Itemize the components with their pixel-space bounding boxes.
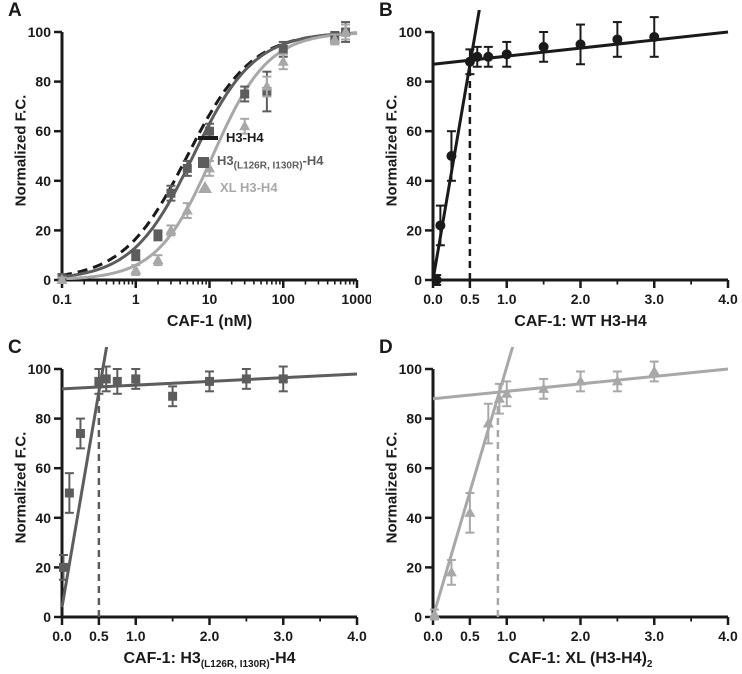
- svg-text:100: 100: [28, 361, 52, 377]
- svg-text:40: 40: [35, 173, 51, 189]
- svg-text:1.0: 1.0: [126, 628, 146, 644]
- panel-label-b: B: [379, 0, 393, 21]
- legend-item-1: H3(L126R, I130R)-H4: [198, 153, 324, 172]
- panel-label-c: C: [8, 337, 22, 358]
- svg-text:0: 0: [414, 272, 422, 288]
- series-triangle: [56, 23, 352, 284]
- svg-text:2.0: 2.0: [200, 628, 220, 644]
- svg-text:0.5: 0.5: [89, 628, 109, 644]
- chart-a: 0 20 40 60 80 100 0.1 1 10 100 1000: [28, 21, 371, 307]
- axes: 0 20 40 60 80 100 0.0 0.5 1.0 2.0 3.0 4.0: [399, 361, 738, 644]
- svg-text:2.0: 2.0: [571, 291, 591, 307]
- svg-text:0: 0: [414, 609, 422, 625]
- series-square: [58, 365, 288, 581]
- svg-text:3.0: 3.0: [645, 628, 665, 644]
- svg-text:2.0: 2.0: [571, 628, 591, 644]
- svg-text:40: 40: [406, 173, 422, 189]
- svg-text:20: 20: [406, 559, 422, 575]
- panel-a: A Normalized F.C. 0 20 40 60 80 100 0.1 1 10 100 1…: [0, 0, 371, 337]
- svg-text:20: 20: [35, 222, 51, 238]
- svg-text:3.0: 3.0: [645, 291, 665, 307]
- svg-text:0.5: 0.5: [460, 628, 480, 644]
- axes: 0 20 40 60 80 100 0.0 0.5 1.0 2.0 3.0 4.0: [399, 24, 738, 307]
- label-text: H3-H4: [226, 130, 264, 145]
- label-subscript: (L126R, I130R): [233, 160, 303, 172]
- x-axis-label-d: CAF-1: XL (H3-H4)2: [433, 650, 728, 670]
- svg-text:0.0: 0.0: [423, 628, 443, 644]
- svg-text:80: 80: [406, 411, 422, 427]
- svg-text:40: 40: [406, 510, 422, 526]
- square-marker-icon: [198, 156, 209, 168]
- label-text: CAF-1: H3: [123, 650, 201, 667]
- legend-item-0: H3-H4: [198, 130, 324, 145]
- svg-text:10: 10: [202, 291, 218, 307]
- x-axis-label-b: CAF-1: WT H3-H4: [433, 313, 728, 331]
- svg-text:1.0: 1.0: [497, 291, 517, 307]
- legend-item-2: XL H3-H4: [198, 180, 324, 195]
- chart-d: 0 20 40 60 80 100 0.0 0.5 1.0 2.0 3.0 4.0: [399, 347, 738, 644]
- svg-text:0.5: 0.5: [460, 291, 480, 307]
- label-text: CAF-1 (nM): [166, 313, 253, 330]
- legend: H3-H4 H3(L126R, I130R)-H4 XL H3-H4: [198, 130, 324, 195]
- triangle-marker-icon: [198, 181, 212, 194]
- axes: 0 20 40 60 80 100 0.0 0.5 1.0 2.0 3.0 4.0: [28, 361, 367, 644]
- label-subscript: (L126R, I130R): [200, 659, 270, 671]
- svg-text:20: 20: [35, 559, 51, 575]
- svg-text:4.0: 4.0: [718, 291, 738, 307]
- label-text: -H4: [269, 650, 296, 667]
- axes: 0 20 40 60 80 100 0.1 1 10 100 1000: [28, 24, 371, 307]
- series-circle: [431, 16, 660, 286]
- series-triangle: [428, 360, 660, 621]
- svg-text:80: 80: [35, 74, 51, 90]
- panel-d: D Normalized F.C. 0 20 40 60 80 100 0.0 0.5 1.0 2…: [371, 337, 742, 674]
- svg-text:60: 60: [406, 460, 422, 476]
- legend-label: XL H3-H4: [220, 180, 278, 195]
- panel-c: C Normalized F.C. 0 20 40 60 80 100 0.0 0.5 1.0 2…: [0, 337, 371, 674]
- panel-b: B Normalized F.C. 0 20 40 60 80 100 0.0 0.5 1.0 2…: [371, 0, 742, 337]
- svg-text:1.0: 1.0: [497, 628, 517, 644]
- svg-text:80: 80: [406, 74, 422, 90]
- svg-text:4.0: 4.0: [347, 628, 367, 644]
- chart-b: 0 20 40 60 80 100 0.0 0.5 1.0 2.0 3.0 4.0: [399, 10, 738, 307]
- svg-text:3.0: 3.0: [274, 628, 294, 644]
- svg-text:100: 100: [399, 24, 423, 40]
- x-axis-label-a: CAF-1 (nM): [62, 313, 357, 331]
- svg-text:40: 40: [35, 510, 51, 526]
- svg-text:100: 100: [272, 291, 296, 307]
- svg-text:100: 100: [28, 24, 52, 40]
- svg-text:20: 20: [406, 222, 422, 238]
- label-subscript: 2: [646, 659, 653, 671]
- svg-text:60: 60: [35, 123, 51, 139]
- svg-text:0.0: 0.0: [52, 628, 72, 644]
- label-text: H3: [217, 153, 234, 168]
- svg-text:0.0: 0.0: [423, 291, 443, 307]
- fit-line: [432, 347, 515, 617]
- svg-text:80: 80: [35, 411, 51, 427]
- svg-text:4.0: 4.0: [718, 628, 738, 644]
- panel-label-a: A: [8, 0, 22, 21]
- x-axis-label-c: CAF-1: H3(L126R, I130R)-H4: [62, 650, 357, 670]
- chart-c: 0 20 40 60 80 100 0.0 0.5 1.0 2.0 3.0 4.0: [28, 347, 367, 644]
- svg-text:1000: 1000: [341, 291, 371, 307]
- svg-text:60: 60: [406, 123, 422, 139]
- svg-text:1: 1: [132, 291, 140, 307]
- svg-text:0.1: 0.1: [52, 291, 72, 307]
- fit-line: [61, 347, 109, 608]
- label-text: -H4: [302, 153, 324, 168]
- svg-text:0: 0: [43, 272, 51, 288]
- svg-text:60: 60: [35, 460, 51, 476]
- svg-text:100: 100: [399, 361, 423, 377]
- label-text: CAF-1: WT H3-H4: [514, 313, 647, 330]
- dash-marker-icon: [198, 135, 218, 140]
- svg-text:0: 0: [43, 609, 51, 625]
- label-text: XL H3-H4: [220, 179, 278, 195]
- legend-label: H3-H4: [226, 130, 264, 145]
- panel-label-d: D: [379, 337, 393, 358]
- legend-label: H3(L126R, I130R)-H4: [217, 153, 324, 172]
- label-text: CAF-1: XL (H3-H4): [508, 650, 647, 667]
